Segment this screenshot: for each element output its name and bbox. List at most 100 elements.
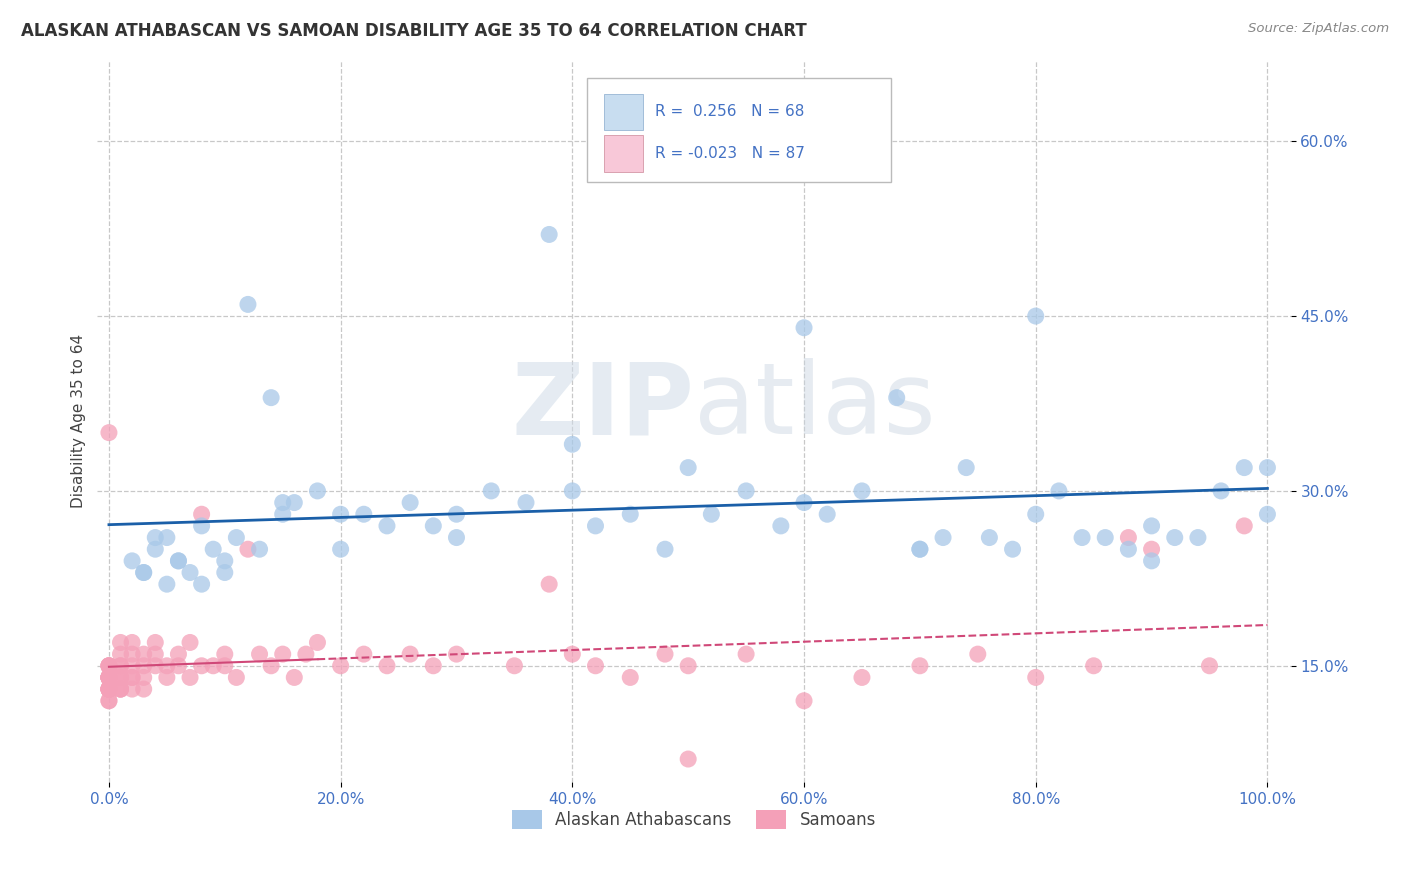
Point <box>143 658 166 673</box>
Point <box>143 542 166 557</box>
Bar <box>605 94 643 129</box>
Point <box>214 658 236 673</box>
Point <box>214 566 236 580</box>
Point <box>932 531 955 545</box>
Point <box>307 483 329 498</box>
Point <box>353 647 375 661</box>
Point <box>283 670 305 684</box>
Point <box>121 554 143 568</box>
Point <box>1025 670 1047 684</box>
Point <box>132 647 155 661</box>
Point <box>619 507 641 521</box>
Point <box>271 507 294 521</box>
Point <box>97 682 120 697</box>
Point <box>1071 531 1094 545</box>
Point <box>422 519 444 533</box>
Point <box>156 531 179 545</box>
Point <box>236 542 259 557</box>
Point <box>167 647 190 661</box>
Point <box>769 519 792 533</box>
Point <box>143 531 166 545</box>
Point <box>676 752 699 766</box>
Point <box>375 519 398 533</box>
Point <box>793 495 815 509</box>
Point <box>735 483 758 498</box>
Point <box>908 542 931 557</box>
Point <box>538 577 561 591</box>
Point <box>97 670 120 684</box>
Point <box>190 507 212 521</box>
Point <box>1233 519 1256 533</box>
Point <box>97 694 120 708</box>
Point <box>132 670 155 684</box>
Point <box>295 647 318 661</box>
Point <box>190 577 212 591</box>
Point <box>1198 658 1220 673</box>
Point <box>214 647 236 661</box>
Point <box>179 635 201 649</box>
Point <box>249 542 271 557</box>
Point <box>585 519 607 533</box>
Point <box>446 531 468 545</box>
Point <box>121 647 143 661</box>
Point <box>97 670 120 684</box>
Point <box>202 542 225 557</box>
Point <box>399 647 422 661</box>
Point <box>167 658 190 673</box>
Point <box>97 682 120 697</box>
Point <box>375 658 398 673</box>
Point <box>479 483 502 498</box>
Point <box>97 670 120 684</box>
Point <box>1256 460 1278 475</box>
Point <box>1140 554 1163 568</box>
Point <box>110 682 132 697</box>
Point <box>167 554 190 568</box>
Point <box>156 658 179 673</box>
Point <box>561 483 583 498</box>
Point <box>97 670 120 684</box>
Point <box>1187 531 1209 545</box>
Point <box>179 670 201 684</box>
Point <box>908 658 931 673</box>
Point <box>110 658 132 673</box>
Text: Source: ZipAtlas.com: Source: ZipAtlas.com <box>1249 22 1389 36</box>
Point <box>979 531 1001 545</box>
Point <box>815 507 838 521</box>
Point <box>1256 507 1278 521</box>
Point <box>329 658 352 673</box>
Point <box>793 694 815 708</box>
Point <box>236 297 259 311</box>
Point <box>97 682 120 697</box>
Point <box>143 635 166 649</box>
Point <box>143 647 166 661</box>
Point <box>515 495 537 509</box>
Point <box>422 658 444 673</box>
Point <box>225 531 247 545</box>
Point <box>1118 542 1140 557</box>
Point <box>202 658 225 673</box>
Point <box>121 658 143 673</box>
Point <box>446 507 468 521</box>
Point <box>851 483 873 498</box>
FancyBboxPatch shape <box>586 78 891 183</box>
Point <box>156 577 179 591</box>
Point <box>97 670 120 684</box>
Point <box>190 519 212 533</box>
Point <box>156 670 179 684</box>
Point <box>167 554 190 568</box>
Point <box>1209 483 1232 498</box>
Point <box>214 554 236 568</box>
Point <box>654 542 676 557</box>
Point <box>353 507 375 521</box>
Point <box>132 682 155 697</box>
Point <box>225 670 247 684</box>
Point <box>283 495 305 509</box>
Point <box>399 495 422 509</box>
Point <box>110 670 132 684</box>
Point <box>561 437 583 451</box>
Bar <box>605 136 643 171</box>
Legend: Alaskan Athabascans, Samoans: Alaskan Athabascans, Samoans <box>505 803 883 836</box>
Point <box>121 635 143 649</box>
Text: ZIP: ZIP <box>512 358 695 455</box>
Point <box>851 670 873 684</box>
